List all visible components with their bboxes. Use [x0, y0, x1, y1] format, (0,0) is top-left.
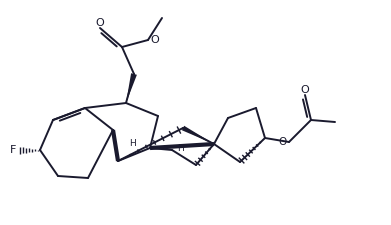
Text: H: H	[129, 139, 135, 148]
Text: F: F	[10, 145, 16, 155]
Text: O: O	[150, 35, 159, 45]
Text: H: H	[178, 144, 185, 153]
Text: O: O	[301, 85, 309, 95]
Polygon shape	[182, 126, 214, 144]
Text: O: O	[279, 137, 287, 147]
Polygon shape	[126, 73, 137, 103]
Text: O: O	[96, 18, 104, 28]
